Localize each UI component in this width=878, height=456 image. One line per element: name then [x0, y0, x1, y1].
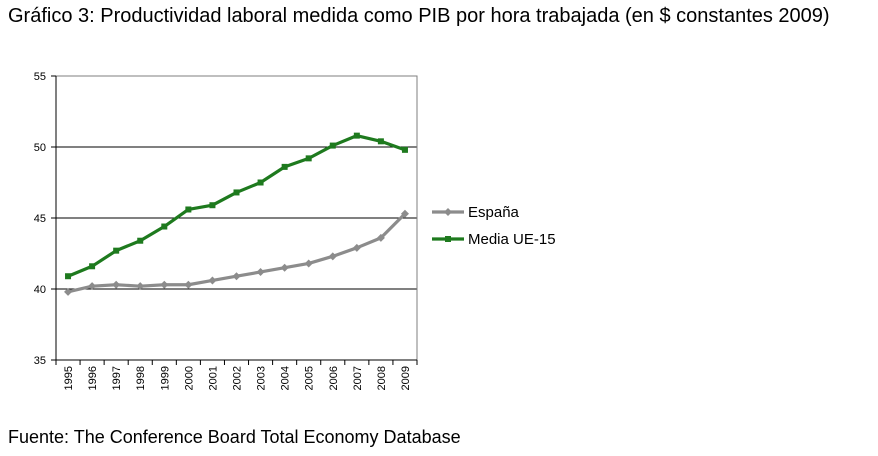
- x-tick-label-1995: 1995: [63, 366, 75, 390]
- data-point-1997: [112, 280, 121, 289]
- data-point-1997: [113, 247, 120, 254]
- x-tick-label-1997: 1997: [111, 366, 123, 390]
- legend-marker: [445, 236, 451, 242]
- data-point-2004: [281, 163, 288, 170]
- data-point-1996: [89, 263, 96, 270]
- legend-label: España: [468, 204, 520, 221]
- data-point-2004: [280, 263, 289, 272]
- legend: España Media UE-15: [432, 204, 556, 248]
- data-point-1995: [65, 273, 72, 280]
- data-point-2000: [184, 280, 193, 289]
- x-tick-label-2002: 2002: [232, 366, 244, 390]
- x-tick-label-2006: 2006: [328, 366, 340, 390]
- source-note: Fuente: The Conference Board Total Econo…: [8, 427, 461, 447]
- data-point-2005: [304, 259, 313, 268]
- legend-label: Media UE-15: [468, 231, 556, 248]
- data-point-2006: [329, 142, 336, 149]
- x-tick-label-2008: 2008: [376, 366, 388, 390]
- series-line: [67, 134, 406, 278]
- gridlines: [56, 146, 417, 290]
- data-point-1998: [136, 282, 145, 291]
- axes: 35 40 45 50 55 1995 1996 1997 1998 1999 2000 2001 20…: [34, 71, 418, 390]
- x-tick-label-1999: 1999: [159, 366, 171, 390]
- data-point-1999: [161, 223, 168, 230]
- data-point-1998: [137, 237, 144, 244]
- y-tick-label: 45: [34, 213, 46, 225]
- data-point-2006: [328, 252, 337, 261]
- data-point-2002: [232, 272, 241, 281]
- data-point-2002: [233, 189, 240, 196]
- data-point-1999: [160, 280, 169, 289]
- legend-entry-espana: España: [432, 204, 520, 221]
- data-point-2003: [256, 267, 265, 276]
- data-point-2000: [185, 206, 192, 213]
- data-point-2001: [209, 202, 216, 209]
- series-espana: [64, 209, 409, 296]
- data-point-2005: [305, 155, 312, 162]
- data-point-2001: [208, 276, 217, 285]
- y-tick-label: 40: [34, 284, 46, 296]
- x-tick-label-2000: 2000: [183, 366, 195, 390]
- legend-marker: [444, 208, 452, 216]
- y-tick-label: 35: [34, 355, 46, 367]
- data-point-2009: [401, 146, 408, 153]
- x-tick-label-2007: 2007: [352, 366, 364, 390]
- x-tick-label-2003: 2003: [256, 366, 268, 390]
- data-point-2008: [376, 233, 385, 242]
- x-tick-label-2009: 2009: [400, 366, 412, 390]
- legend-entry-media-ue-15: Media UE-15: [432, 231, 556, 248]
- data-point-2009: [400, 209, 409, 218]
- x-tick-label-2005: 2005: [304, 366, 316, 390]
- data-point-1996: [88, 282, 97, 291]
- data-point-2007: [352, 243, 361, 252]
- x-tick-label-1998: 1998: [135, 366, 147, 390]
- data-point-2003: [257, 179, 264, 186]
- data-point-2008: [377, 138, 384, 145]
- x-tick-label-2001: 2001: [207, 366, 219, 390]
- chart-title: Gráfico 3: Productividad laboral medida …: [8, 5, 830, 27]
- data-point-1995: [64, 287, 73, 296]
- x-tick-label-2004: 2004: [280, 366, 292, 390]
- series: [64, 132, 409, 296]
- y-tick-label: 55: [34, 71, 46, 83]
- series-media-ue-15: [65, 132, 408, 280]
- x-tick-label-1996: 1996: [87, 366, 99, 390]
- data-point-2007: [353, 132, 360, 139]
- y-tick-label: 50: [34, 142, 46, 154]
